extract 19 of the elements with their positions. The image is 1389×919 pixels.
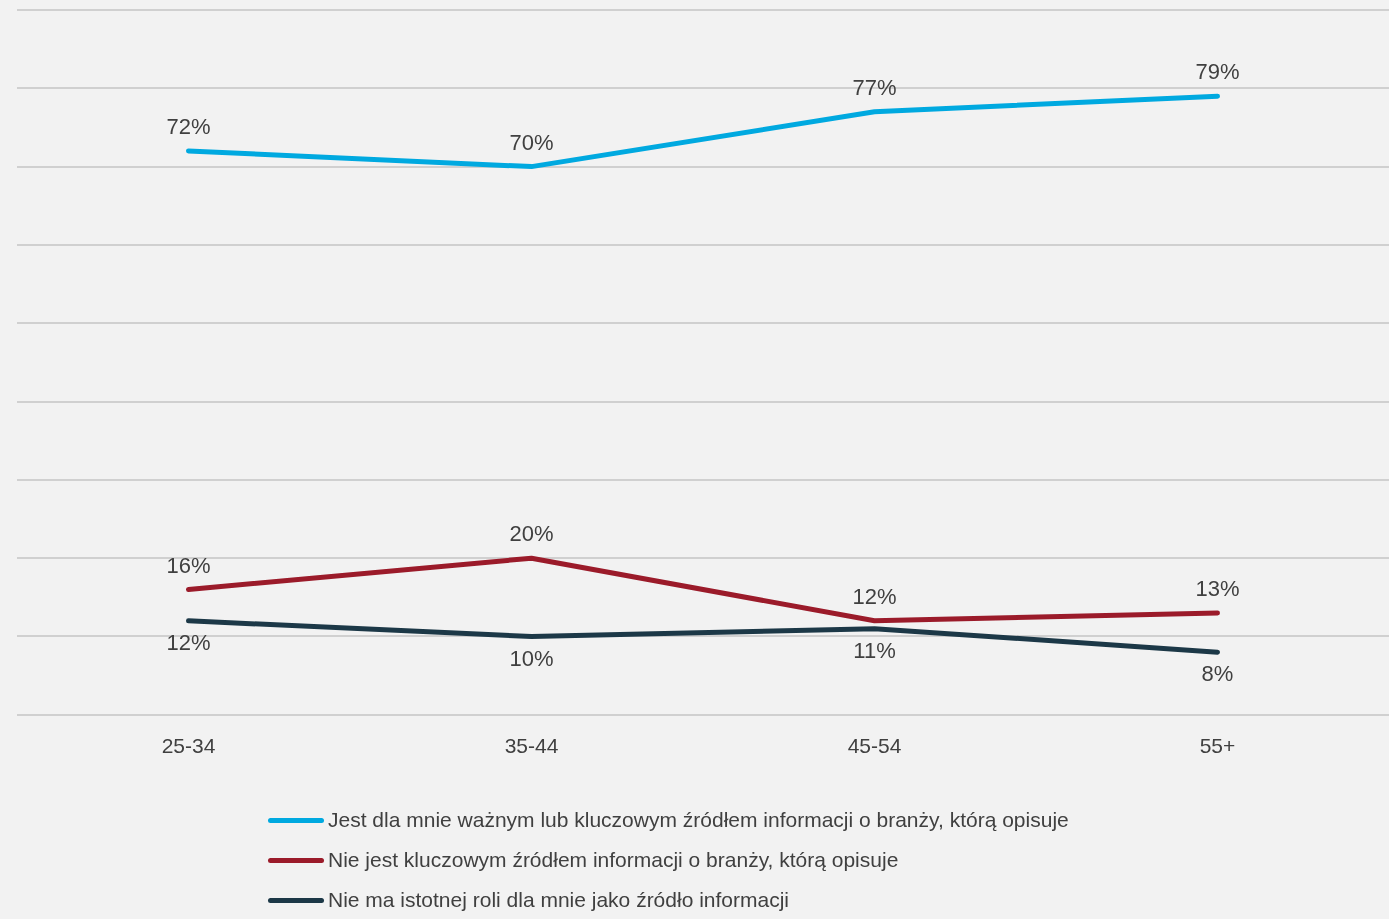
data-label: 12% [166, 629, 211, 655]
x-tick-label: 45-54 [847, 734, 902, 758]
data-label: 77% [852, 74, 897, 100]
data-label: 16% [166, 552, 211, 578]
data-label: 11% [853, 637, 896, 663]
data-label: 72% [166, 114, 211, 140]
data-label: 12% [852, 583, 897, 609]
legend-label: Nie ma istotnej roli dla mnie jako źródło informacji [328, 888, 790, 912]
data-label: 8% [1201, 661, 1234, 687]
x-tick-label: 35-44 [504, 734, 559, 758]
data-label: 20% [509, 521, 554, 547]
data-label: 13% [1195, 576, 1240, 602]
data-label: 10% [509, 645, 554, 671]
legend-label: Jest dla mnie ważnym lub kluczowym źródłem informacji o branży, którą opisuje [328, 808, 1069, 832]
legend-label: Nie jest kluczowym źródłem informacji o branży, którą opisuje [328, 848, 899, 872]
data-label: 79% [1195, 59, 1240, 85]
data-label: 70% [509, 129, 554, 155]
x-tick-label: 25-34 [161, 734, 216, 758]
x-tick-label: 55+ [1199, 734, 1236, 758]
